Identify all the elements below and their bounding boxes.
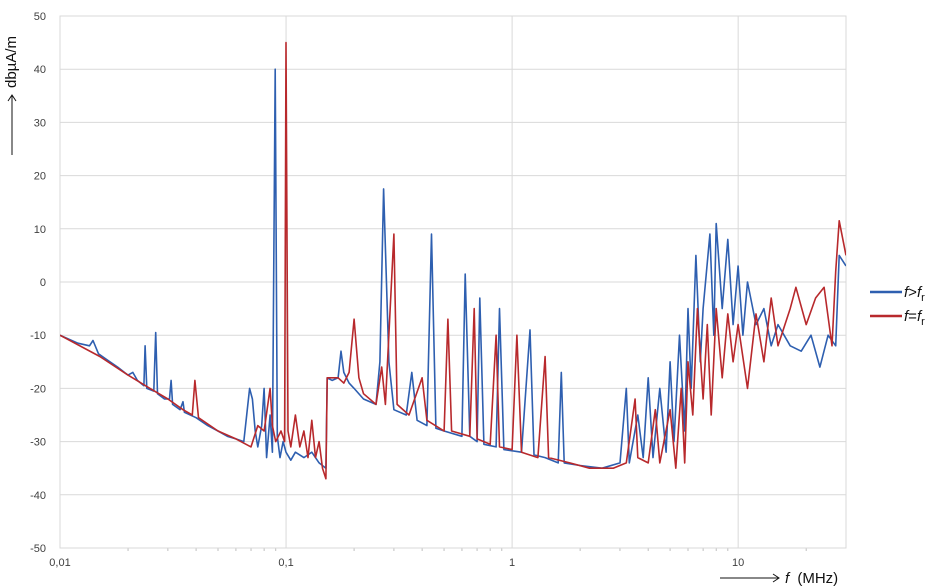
legend-1-var: f [904,284,910,301]
y-tick-label: 20 [34,171,46,183]
y-axis-label: dbµA/m [3,36,20,88]
y-tick-label: 10 [34,224,46,236]
svg-text:f=fr: f=fr [904,308,925,328]
x-axis-label-var: f [785,570,791,587]
svg-text:f (MHz): f (MHz) [785,570,838,587]
y-tick-label: -50 [30,543,46,555]
y-axis-ticks: 50 40 30 20 10 0 -10 -20 -30 -40 -50 [30,11,46,555]
x-axis-ticks: 0,01 0,1 1 10 [49,557,744,569]
svg-text:f>fr: f>fr [904,284,925,304]
x-axis-label-unit: (MHz) [797,570,838,587]
legend: f>fr f=fr [870,284,925,328]
y-tick-label: -30 [30,437,46,449]
y-tick-label: 0 [40,277,46,289]
y-tick-label: 40 [34,64,46,76]
x-tick-label: 1 [509,557,515,569]
series-layer [60,41,846,480]
y-tick-label: -40 [30,490,46,502]
legend-2-var2: f [917,308,923,325]
legend-1-sub: r [921,292,925,304]
x-axis-title: f (MHz) [720,570,838,587]
x-axis-arrowhead [772,573,780,583]
y-tick-label: -20 [30,383,46,395]
x-tick-label: 0,1 [278,557,293,569]
legend-2-var: f [904,308,910,325]
x-tick-label: 10 [732,557,744,569]
series-line-2 [60,41,846,480]
legend-2-rel: = [908,308,917,325]
y-axis-arrowhead [7,94,17,102]
legend-1-var2: f [917,284,923,301]
y-tick-label: 50 [34,11,46,23]
y-axis-title: dbµA/m [3,36,20,155]
x-tick-label: 0,01 [49,557,70,569]
legend-item-1: f>fr [870,284,925,304]
y-tick-label: -10 [30,330,46,342]
major-gridlines [59,15,846,549]
legend-item-2: f=fr [870,308,925,328]
legend-1-rel: > [908,284,917,301]
series-line-1 [60,68,846,470]
y-tick-label: 30 [34,117,46,129]
legend-2-sub: r [921,316,925,328]
